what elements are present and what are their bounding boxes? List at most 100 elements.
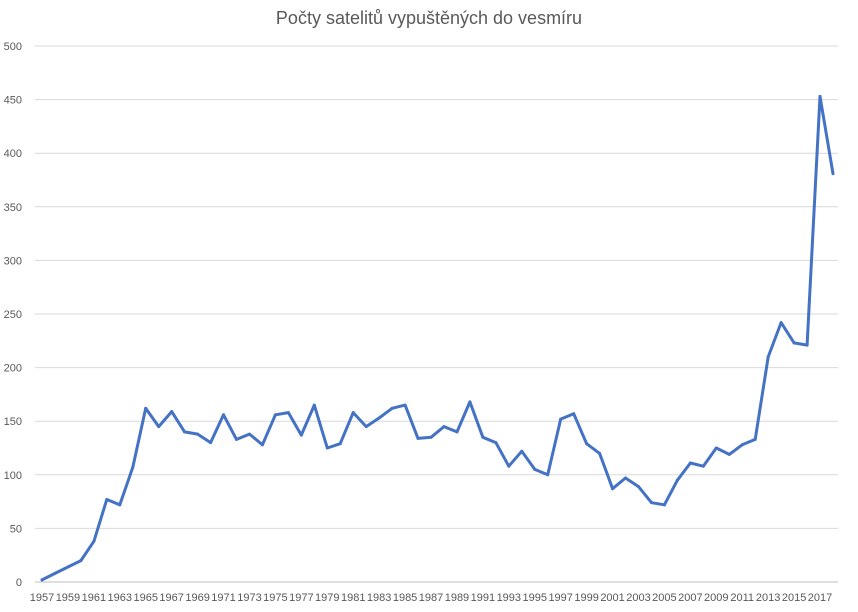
data-point [714,446,718,450]
data-point [805,343,809,347]
x-tick-label: 2017 [808,592,832,604]
x-tick-label: 1999 [574,592,598,604]
gridlines [35,45,838,583]
data-point [792,341,796,345]
data-point [325,446,329,450]
x-tick-label: 2001 [600,592,624,604]
data-point [92,539,96,543]
data-point [611,487,615,491]
data-point [416,436,420,440]
data-point [209,441,213,445]
y-tick-label: 250 [4,309,22,321]
data-point [753,437,757,441]
series-line [40,94,835,582]
data-point [649,501,653,505]
data-point [481,435,485,439]
data-point [546,473,550,477]
y-tick-label: 200 [4,363,22,375]
x-tick-label: 1965 [133,592,157,604]
x-tick-label: 2005 [652,592,676,604]
x-axis-ticks: 1957 1959 1961 1963 1965 1967 1969 1971 1973 1975… [30,592,833,604]
x-tick-label: 1983 [367,592,391,604]
data-point [688,461,692,465]
data-point [131,465,135,469]
data-point [662,503,666,507]
y-tick-label: 500 [4,41,22,53]
data-point [533,467,537,471]
data-point [377,416,381,420]
y-tick-label: 50 [10,523,22,535]
data-point [494,441,498,445]
data-point [53,571,57,575]
x-tick-label: 1985 [393,592,417,604]
data-point [40,578,44,582]
x-tick-label: 1969 [185,592,209,604]
data-point [766,355,770,359]
data-point [235,437,239,441]
x-tick-label: 2011 [730,592,754,604]
data-point [222,413,226,417]
data-point [118,503,122,507]
data-point [740,443,744,447]
x-tick-label: 2015 [782,592,806,604]
data-point [779,321,783,325]
y-tick-label: 300 [4,255,22,267]
data-point [247,432,251,436]
y-tick-label: 400 [4,148,22,160]
y-tick-label: 150 [4,416,22,428]
series-layer [40,94,835,582]
x-tick-label: 1981 [341,592,365,604]
y-tick-label: 450 [4,95,22,107]
x-tick-label: 2003 [626,592,650,604]
x-tick-label: 1977 [289,592,313,604]
x-tick-label: 1997 [548,592,572,604]
data-point [183,430,187,434]
data-point [157,425,161,429]
data-point [403,403,407,407]
x-tick-label: 1991 [471,592,495,604]
data-point [507,464,511,468]
chart-title: Počty satelitů vypuštěných do vesmíru [275,8,583,28]
data-point [170,410,174,414]
x-tick-label: 1979 [315,592,339,604]
x-tick-label: 2013 [756,592,780,604]
data-point [196,432,200,436]
data-point [442,425,446,429]
data-point [818,94,822,98]
data-point [299,433,303,437]
data-point [351,411,355,415]
x-tick-label: 1971 [211,592,235,604]
data-point [105,497,109,501]
data-point [286,411,290,415]
data-point [831,172,835,176]
data-point [636,485,640,489]
data-point [701,464,705,468]
x-tick-label: 1961 [82,592,106,604]
data-point [598,451,602,455]
x-tick-label: 1963 [108,592,132,604]
data-point [273,413,277,417]
data-point [520,449,524,453]
data-point [455,430,459,434]
data-point [468,400,472,404]
y-tick-label: 0 [16,577,22,589]
x-tick-label: 2007 [678,592,702,604]
x-tick-label: 1959 [56,592,80,604]
x-tick-label: 1975 [263,592,287,604]
data-point [338,442,342,446]
data-point [390,406,394,410]
y-tick-label: 350 [4,202,22,214]
x-tick-label: 2009 [704,592,728,604]
data-point [429,435,433,439]
data-point [364,425,368,429]
data-point [675,478,679,482]
x-tick-label: 1987 [419,592,443,604]
x-tick-label: 1989 [445,592,469,604]
x-tick-label: 1973 [237,592,261,604]
data-point [260,443,264,447]
data-point [624,476,628,480]
x-tick-label: 1995 [523,592,547,604]
y-axis-ticks: 0 50 100 150 200 250 300 350 400 450 500 [4,41,22,589]
data-point [144,406,148,410]
